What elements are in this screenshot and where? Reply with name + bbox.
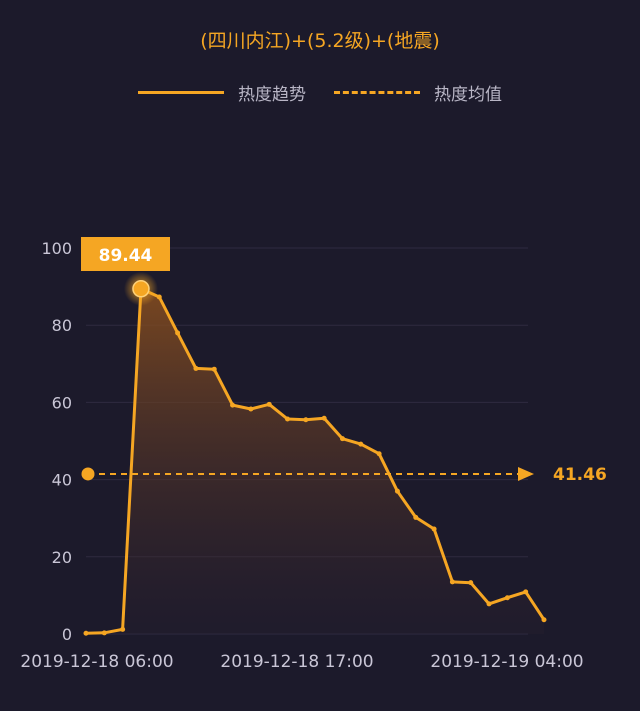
data-point bbox=[175, 330, 181, 336]
data-point bbox=[101, 630, 107, 636]
y-tick-label: 100 bbox=[41, 239, 72, 258]
average-start-marker bbox=[81, 467, 95, 481]
data-point bbox=[413, 514, 419, 520]
data-point bbox=[248, 406, 254, 412]
data-point bbox=[285, 416, 291, 422]
legend-label-average: 热度均值 bbox=[434, 84, 502, 105]
legend-dashed-line-icon bbox=[334, 90, 420, 94]
y-tick-label: 0 bbox=[62, 625, 72, 644]
peak-value-label: 89.44 bbox=[99, 246, 153, 266]
legend: 热度趋势 热度均值 bbox=[0, 79, 640, 105]
peak-marker bbox=[132, 280, 150, 298]
data-point bbox=[339, 436, 345, 442]
data-point bbox=[394, 488, 400, 494]
y-tick-label: 80 bbox=[52, 316, 72, 335]
average-arrow-icon bbox=[518, 466, 534, 481]
data-point bbox=[156, 294, 162, 300]
average-value-label: 41.46 bbox=[553, 465, 607, 485]
y-tick-label: 20 bbox=[52, 548, 72, 567]
y-tick-label: 60 bbox=[52, 393, 72, 412]
data-point bbox=[504, 595, 510, 601]
data-point bbox=[358, 441, 364, 447]
data-point bbox=[120, 626, 126, 632]
data-point bbox=[523, 589, 529, 595]
legend-item-trend[interactable]: 热度趋势 bbox=[138, 80, 306, 105]
data-point bbox=[431, 526, 437, 532]
data-point bbox=[303, 417, 309, 423]
data-point bbox=[449, 579, 455, 585]
series-line bbox=[85, 287, 546, 635]
legend-label-trend: 热度趋势 bbox=[238, 84, 306, 105]
series-area bbox=[86, 288, 544, 634]
peak-label-box bbox=[81, 237, 170, 271]
data-point bbox=[486, 601, 492, 607]
data-point bbox=[266, 401, 272, 407]
data-point bbox=[230, 402, 236, 408]
x-tick-label: 2019-12-19 04:00 bbox=[430, 652, 583, 672]
data-point bbox=[193, 365, 199, 371]
legend-item-average[interactable]: 热度均值 bbox=[334, 80, 502, 105]
data-point bbox=[541, 617, 547, 623]
x-tick-label: 2019-12-18 17:00 bbox=[220, 652, 373, 672]
data-point bbox=[83, 630, 89, 636]
data-point bbox=[468, 580, 474, 586]
data-point bbox=[321, 415, 327, 421]
y-tick-label: 40 bbox=[52, 471, 72, 490]
legend-solid-line-icon bbox=[138, 90, 224, 94]
data-point bbox=[376, 451, 382, 457]
x-tick-label: 2019-12-18 06:00 bbox=[20, 652, 173, 672]
data-point bbox=[211, 366, 217, 372]
chart-title: (四川内江)+(5.2级)+(地震) bbox=[200, 30, 440, 52]
